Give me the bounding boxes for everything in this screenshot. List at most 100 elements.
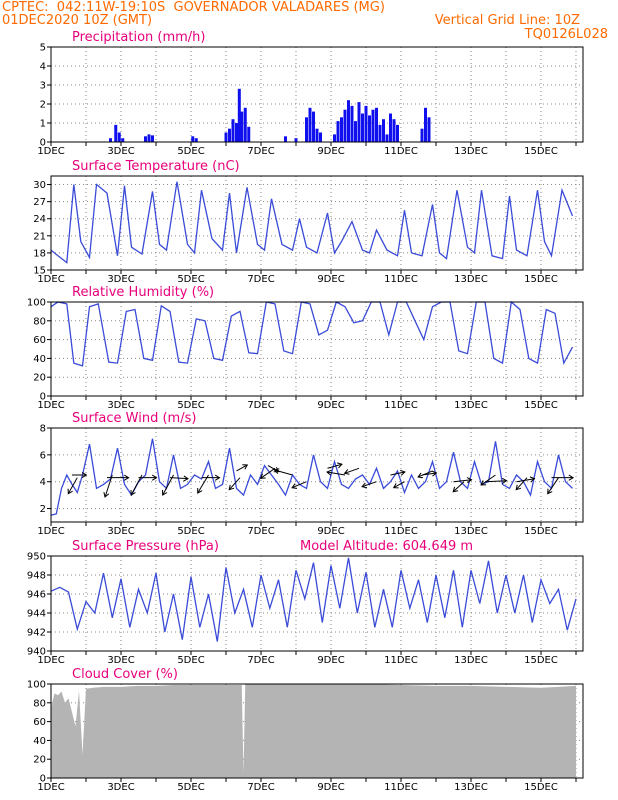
- wind-vector-head: [228, 484, 235, 491]
- y-tick-label: 6: [40, 450, 46, 461]
- precip-bar: [385, 134, 389, 142]
- y-tick-label: 100: [27, 680, 46, 691]
- x-tick-label: 1DEC: [37, 782, 64, 793]
- wind-vector: [326, 471, 346, 476]
- precip-bar: [375, 107, 378, 142]
- wind-vector-head: [259, 473, 266, 479]
- cloud-frame: [50, 683, 584, 779]
- x-tick-label: 11DEC: [384, 526, 418, 537]
- pressure-panel: 940 942 944 946 948 950 1DEC 3DEC 5DEC 7DEC 9DEC 11…: [27, 539, 584, 666]
- rh-panel: 0 20 40 60 80 100 1DEC 3DEC 5DEC 7DEC 9DEC 11DEC 13D…: [27, 285, 584, 411]
- x-tick-label: 7DEC: [247, 782, 274, 793]
- precip-bar: [114, 124, 118, 142]
- x-tick-label: 7DEC: [247, 655, 274, 666]
- y-tick-label: 4: [40, 62, 46, 73]
- wind-vector-head: [431, 470, 438, 477]
- wind-vector: [361, 481, 377, 488]
- precip-bar: [427, 117, 431, 142]
- precip-bar: [354, 121, 357, 142]
- x-tick-label: 7DEC: [247, 526, 274, 537]
- wind-vector: [516, 478, 535, 483]
- wind-vector: [393, 481, 405, 489]
- y-tick-label: 946: [27, 590, 46, 601]
- wind-vector-head: [81, 471, 88, 479]
- precip-bar: [396, 124, 399, 142]
- wind-vector-head: [183, 475, 189, 482]
- wind-vector-head: [103, 491, 110, 498]
- wind-vector: [453, 479, 472, 483]
- x-tick-label: 5DEC: [177, 274, 204, 285]
- y-tick-label: 950: [27, 552, 46, 563]
- x-tick-label: 1DEC: [37, 400, 64, 411]
- wind-vector-head: [67, 488, 73, 495]
- wind-vector-head: [326, 469, 332, 476]
- x-tick-label: 15DEC: [524, 782, 558, 793]
- y-tick-label: 2: [40, 504, 46, 515]
- precip-bar: [191, 136, 195, 142]
- wind-vector: [169, 477, 189, 480]
- wind-vector-head: [162, 489, 168, 496]
- y-tick-label: 942: [27, 628, 46, 639]
- precip-bar: [194, 138, 198, 142]
- y-tick-label: 15: [33, 266, 46, 277]
- wind-vector: [162, 474, 174, 496]
- x-tick-label: 9DEC: [317, 782, 344, 793]
- precip-bar: [368, 115, 371, 142]
- x-tick-label: 1DEC: [37, 274, 64, 285]
- wind-vector: [130, 474, 143, 496]
- precip-bar: [420, 128, 424, 142]
- x-tick-label: 5DEC: [177, 526, 204, 537]
- x-tick-label: 15DEC: [524, 400, 558, 411]
- header-line1: CPTEC: 042:11W-19:10S GOVERNADOR VALADAR…: [2, 0, 385, 15]
- x-tick-label: 9DEC: [317, 526, 344, 537]
- x-tick-label: 3DEC: [107, 655, 134, 666]
- wind-vector-head: [242, 464, 249, 470]
- x-tick-label: 3DEC: [107, 274, 134, 285]
- precip-bar: [237, 88, 241, 142]
- precip-bar: [312, 111, 315, 142]
- wind-panel: 2 4 6 8 1DEC 3DEC 5DEC 7DEC 9DEC 11DEC 13DEC 15DEC S…: [37, 411, 584, 537]
- x-tick-label: 15DEC: [524, 146, 558, 157]
- x-tick-label: 3DEC: [107, 782, 134, 793]
- wind-vector-head: [466, 477, 473, 484]
- cloud-cover-area: [51, 684, 576, 778]
- y-tick-label: 3: [40, 81, 46, 92]
- precip-bar: [319, 132, 322, 142]
- wind-vector: [291, 481, 307, 489]
- pressure-title: Surface Pressure (hPa): [72, 539, 219, 554]
- rh-title: Relative Humidity (%): [72, 285, 214, 300]
- wind-vector-head: [197, 488, 203, 494]
- precip-bar: [392, 119, 396, 142]
- precip-bar: [235, 123, 238, 142]
- x-tick-label: 13DEC: [454, 655, 488, 666]
- x-tick-label: 3DEC: [107, 146, 134, 157]
- y-tick-label: 0: [40, 774, 46, 785]
- x-tick-label: 5DEC: [177, 146, 204, 157]
- precip-bar: [361, 113, 364, 142]
- precip-title: Precipitation (mm/h): [72, 30, 205, 45]
- x-tick-label: 11DEC: [384, 782, 418, 793]
- precip-bar: [364, 105, 368, 142]
- precip-bar: [151, 135, 154, 142]
- header-date: 01DEC2020 10Z (GMT): [2, 13, 153, 28]
- rh-series-line: [50, 300, 574, 367]
- y-tick-label: 60: [33, 717, 46, 728]
- y-tick-label: 60: [33, 335, 46, 346]
- wind-vector: [452, 481, 465, 493]
- x-tick-label: 15DEC: [524, 526, 558, 537]
- precip-bar: [389, 113, 392, 142]
- precip-panel: 0 1 2 3 4 5 1DEC 3DEC 5DEC 7DEC 9DEC 11DEC 13DEC 15DE…: [37, 30, 584, 157]
- y-tick-label: 40: [33, 354, 46, 365]
- wind-vector-head: [392, 483, 399, 489]
- y-tick-label: 40: [33, 736, 46, 747]
- wind-series-line: [50, 438, 573, 516]
- wind-vector: [228, 477, 241, 491]
- y-tick-label: 0: [40, 392, 46, 403]
- wind-vector-head: [515, 484, 522, 491]
- wind-vector: [484, 480, 507, 483]
- wind-vector-head: [151, 474, 158, 481]
- y-tick-label: 24: [33, 214, 46, 225]
- precip-bar: [117, 132, 121, 142]
- precip-bar: [336, 121, 340, 142]
